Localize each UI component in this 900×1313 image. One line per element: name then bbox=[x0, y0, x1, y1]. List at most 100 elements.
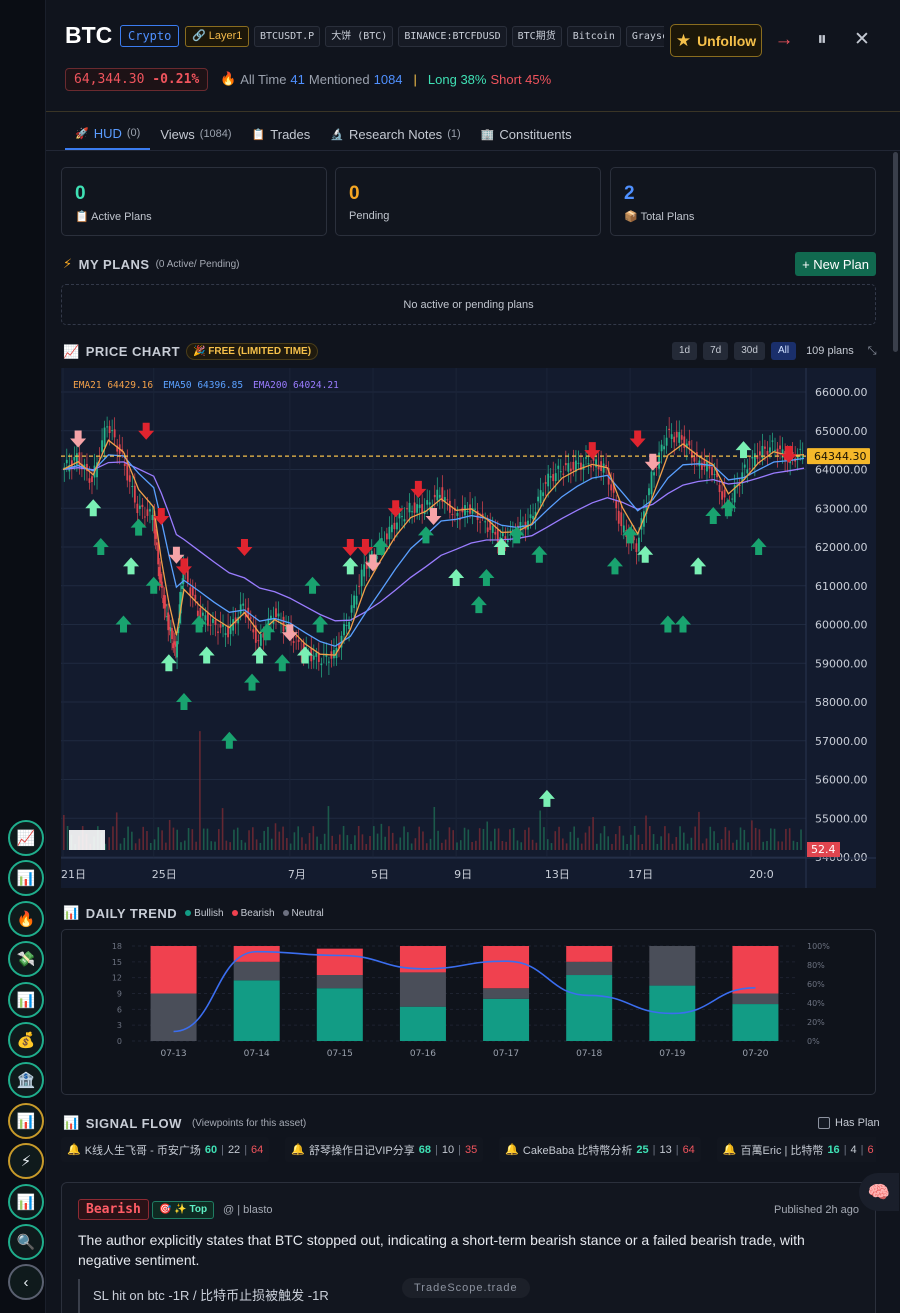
volume-bar bbox=[550, 843, 553, 850]
y-tick-label: 0 bbox=[117, 1037, 122, 1046]
up-arrow-icon bbox=[115, 615, 132, 633]
bar-chart-icon[interactable]: 📊 bbox=[8, 860, 44, 897]
candle-body bbox=[552, 474, 555, 482]
candle-body bbox=[191, 587, 194, 596]
tab-count: (0) bbox=[126, 127, 141, 139]
feed-item[interactable]: 🔔 K线人生飞哥 - 币安广场 60 | 22 | 64 bbox=[61, 1137, 270, 1162]
stats-icon[interactable]: 📊 bbox=[8, 981, 44, 1018]
bank-icon[interactable]: 🏦 bbox=[8, 1062, 44, 1099]
brain-icon[interactable]: 🧠 bbox=[859, 1173, 899, 1211]
post-author[interactable]: @ | blasto bbox=[223, 1204, 273, 1216]
candle-body bbox=[693, 457, 696, 462]
tab-constituents[interactable]: 🏢 Constituents bbox=[471, 118, 582, 150]
candle-body bbox=[653, 472, 655, 476]
dashboard-icon[interactable]: 📊 bbox=[8, 1183, 44, 1220]
up-arrow-icon bbox=[312, 615, 329, 633]
bullish-signal-arrow bbox=[244, 673, 261, 691]
pause-icon[interactable]: ⏸ bbox=[817, 29, 827, 50]
expand-icon[interactable]: ⤡ bbox=[867, 344, 877, 357]
bar-chart-icon: 📊 bbox=[63, 905, 80, 920]
volume-bar bbox=[800, 829, 802, 850]
up-arrow-icon bbox=[85, 499, 102, 517]
volume-bar bbox=[157, 827, 160, 850]
unfollow-button[interactable]: ★ Unfollow bbox=[670, 24, 762, 57]
lightning-icon[interactable]: ⚡ bbox=[8, 1143, 44, 1180]
up-arrow-icon bbox=[160, 654, 177, 672]
arrow-right-icon[interactable]: → bbox=[774, 29, 794, 50]
search-icon[interactable]: 🔍 bbox=[8, 1223, 44, 1260]
feed-item[interactable]: 🔔 舒琴操作日记VIP分享 68 | 10 | 35 bbox=[285, 1137, 484, 1162]
checkbox[interactable] bbox=[818, 1117, 830, 1129]
up-arrow-icon bbox=[705, 507, 722, 524]
candle-body bbox=[587, 463, 590, 465]
range-30d-button[interactable]: 30d bbox=[734, 342, 765, 360]
feed-source: K线人生飞哥 - 币安广场 bbox=[84, 1144, 201, 1157]
candle-body bbox=[504, 536, 507, 540]
candle-body bbox=[577, 462, 580, 464]
price-chart-header: 📈 PRICE CHART 🎉 FREE (LIMITED TIME) bbox=[63, 343, 319, 360]
chart-line-icon[interactable]: 📈 bbox=[8, 820, 44, 856]
asset-header: BTC Crypto 🔗 Layer1 BTCUSDT.P 大饼 (BTC) B… bbox=[46, 0, 900, 112]
has-plan-checkbox[interactable]: Has Plan bbox=[818, 1117, 880, 1129]
money-flow-icon[interactable]: 💸 bbox=[8, 941, 44, 978]
candle-body bbox=[474, 508, 476, 510]
bullish-signal-arrow bbox=[312, 615, 329, 633]
feed-item[interactable]: 🔔 CakeBaba 比特幣分析 25 | 13 | 64 bbox=[499, 1137, 701, 1162]
candle-body bbox=[796, 455, 799, 459]
alias-tag[interactable]: BTC期货 bbox=[511, 26, 562, 47]
candle-body bbox=[128, 475, 131, 482]
bullish-signal-arrow bbox=[274, 654, 291, 672]
feed-source: 百萬Eric | 比特幣 bbox=[740, 1144, 824, 1157]
tab-views[interactable]: Views (1084) bbox=[150, 118, 241, 150]
candle-body bbox=[229, 624, 232, 635]
section-title: DAILY TREND bbox=[85, 905, 178, 921]
down-arrow-icon bbox=[365, 554, 382, 572]
volume-bar bbox=[112, 826, 114, 850]
new-plan-button[interactable]: + New Plan bbox=[795, 252, 876, 276]
price-chart[interactable]: 66000.00 65000.00 64000.00 63000.00 62000.00… bbox=[61, 368, 876, 888]
volume-bar bbox=[709, 826, 712, 850]
feed-item[interactable]: 🔔 百萬Eric | 比特幣 16 | 4 | 6 bbox=[716, 1137, 876, 1162]
volume-bar bbox=[183, 840, 186, 850]
alias-tag[interactable]: BTCUSDT.P bbox=[254, 26, 321, 47]
bullish-signal-arrow bbox=[342, 557, 359, 575]
down-arrow-icon bbox=[644, 453, 661, 471]
range-all-button[interactable]: All bbox=[770, 342, 797, 360]
asset-type-badge[interactable]: Crypto bbox=[120, 25, 180, 47]
tab-trades[interactable]: 📋 Trades bbox=[242, 118, 321, 150]
up-arrow-icon bbox=[622, 526, 639, 544]
signal-post-card[interactable]: Bearish 🎯 ✨ Top @ | blasto Published 2h … bbox=[61, 1182, 876, 1313]
volume-bar bbox=[656, 843, 659, 850]
building-icon: 🏢 bbox=[480, 128, 495, 141]
volume-bar bbox=[735, 839, 738, 850]
alias-tag[interactable]: BINANCE:BTCFDUSD bbox=[398, 26, 507, 47]
volume-bar bbox=[388, 826, 390, 850]
candle-body bbox=[451, 514, 454, 516]
candle-body bbox=[761, 445, 764, 459]
fire-icon[interactable]: 🔥 bbox=[8, 900, 44, 937]
bearish-signal-arrow bbox=[357, 539, 374, 556]
sentiment-badge: Bearish bbox=[78, 1199, 149, 1220]
range-7d-button[interactable]: 7d bbox=[703, 342, 729, 360]
collapse-chevron-icon[interactable]: ‹ bbox=[8, 1264, 44, 1301]
volume-bar bbox=[252, 827, 254, 850]
candle-body bbox=[758, 451, 761, 456]
volume-bar bbox=[754, 827, 757, 850]
money-bag-icon[interactable]: 💰 bbox=[8, 1021, 44, 1058]
volume-bar bbox=[596, 843, 598, 850]
volume-bar bbox=[769, 828, 772, 850]
alias-tag[interactable]: Graysc bbox=[625, 26, 664, 47]
alias-tag[interactable]: Bitcoin bbox=[566, 26, 621, 47]
ema21-line bbox=[62, 439, 805, 656]
volume-bar bbox=[766, 840, 768, 850]
range-1d-button[interactable]: 1d bbox=[672, 342, 698, 360]
sector-badge[interactable]: 🔗 Layer1 bbox=[185, 26, 250, 47]
alias-tag[interactable]: 大饼 (BTC) bbox=[325, 26, 394, 47]
volume-bar bbox=[622, 835, 625, 850]
close-icon[interactable]: ✕ bbox=[854, 29, 870, 50]
candle-body bbox=[259, 634, 262, 646]
tab-research-notes[interactable]: 🔬 Research Notes (1) bbox=[320, 118, 470, 150]
report-icon[interactable]: 📊 bbox=[8, 1102, 44, 1139]
scrollbar[interactable] bbox=[893, 152, 898, 352]
tab-hud[interactable]: 🚀 HUD (0) bbox=[65, 118, 151, 150]
